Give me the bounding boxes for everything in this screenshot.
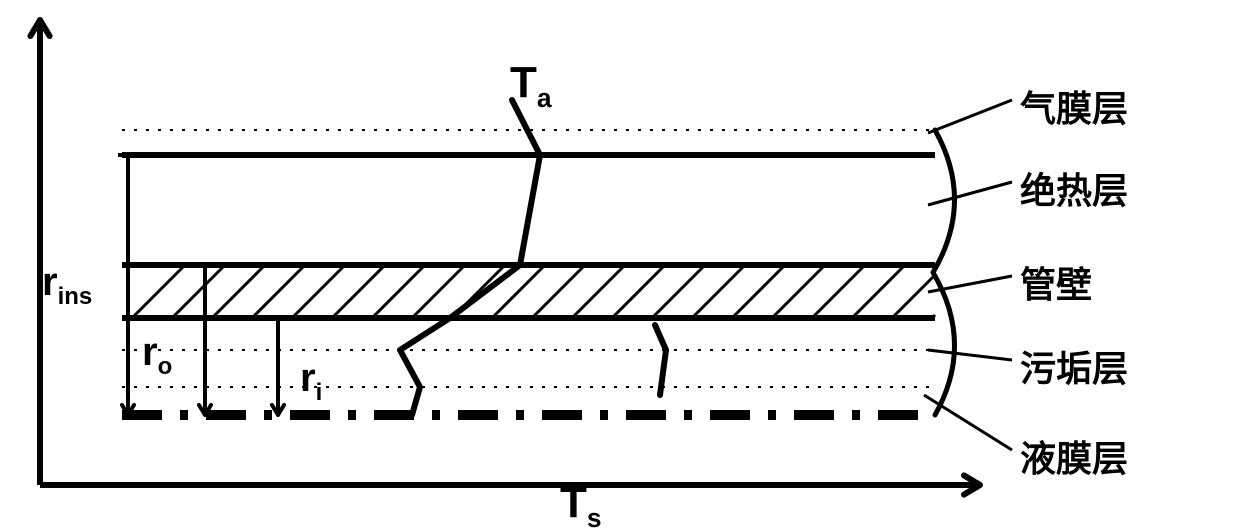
legend-gas-film: 气膜层 [1020, 80, 1128, 132]
temperature-curve-main [400, 100, 540, 415]
label-Ts: Ts [560, 478, 602, 532]
label-r-i: ri [300, 356, 322, 407]
legend-fouling: 污垢层 [1020, 340, 1128, 392]
right-bracket [933, 130, 955, 415]
legend-insulation: 绝热层 [1020, 162, 1128, 214]
label-Ta: Ta [510, 58, 552, 114]
leader-liquid_film [924, 395, 1012, 450]
diagram-stage: Ta Ts rins ro ri 气膜层 绝热层 管壁 污垢层 液膜层 [0, 0, 1239, 532]
legend-liquid-film: 液膜层 [1020, 430, 1128, 482]
leader-insulation [928, 182, 1012, 205]
label-r-o: ro [142, 330, 172, 381]
temperature-curve-extra [655, 325, 666, 395]
label-r-ins: rins [42, 260, 92, 311]
leader-gas_film [928, 100, 1012, 133]
legend-wall: 管壁 [1020, 256, 1092, 308]
leader-fouling [928, 350, 1012, 360]
